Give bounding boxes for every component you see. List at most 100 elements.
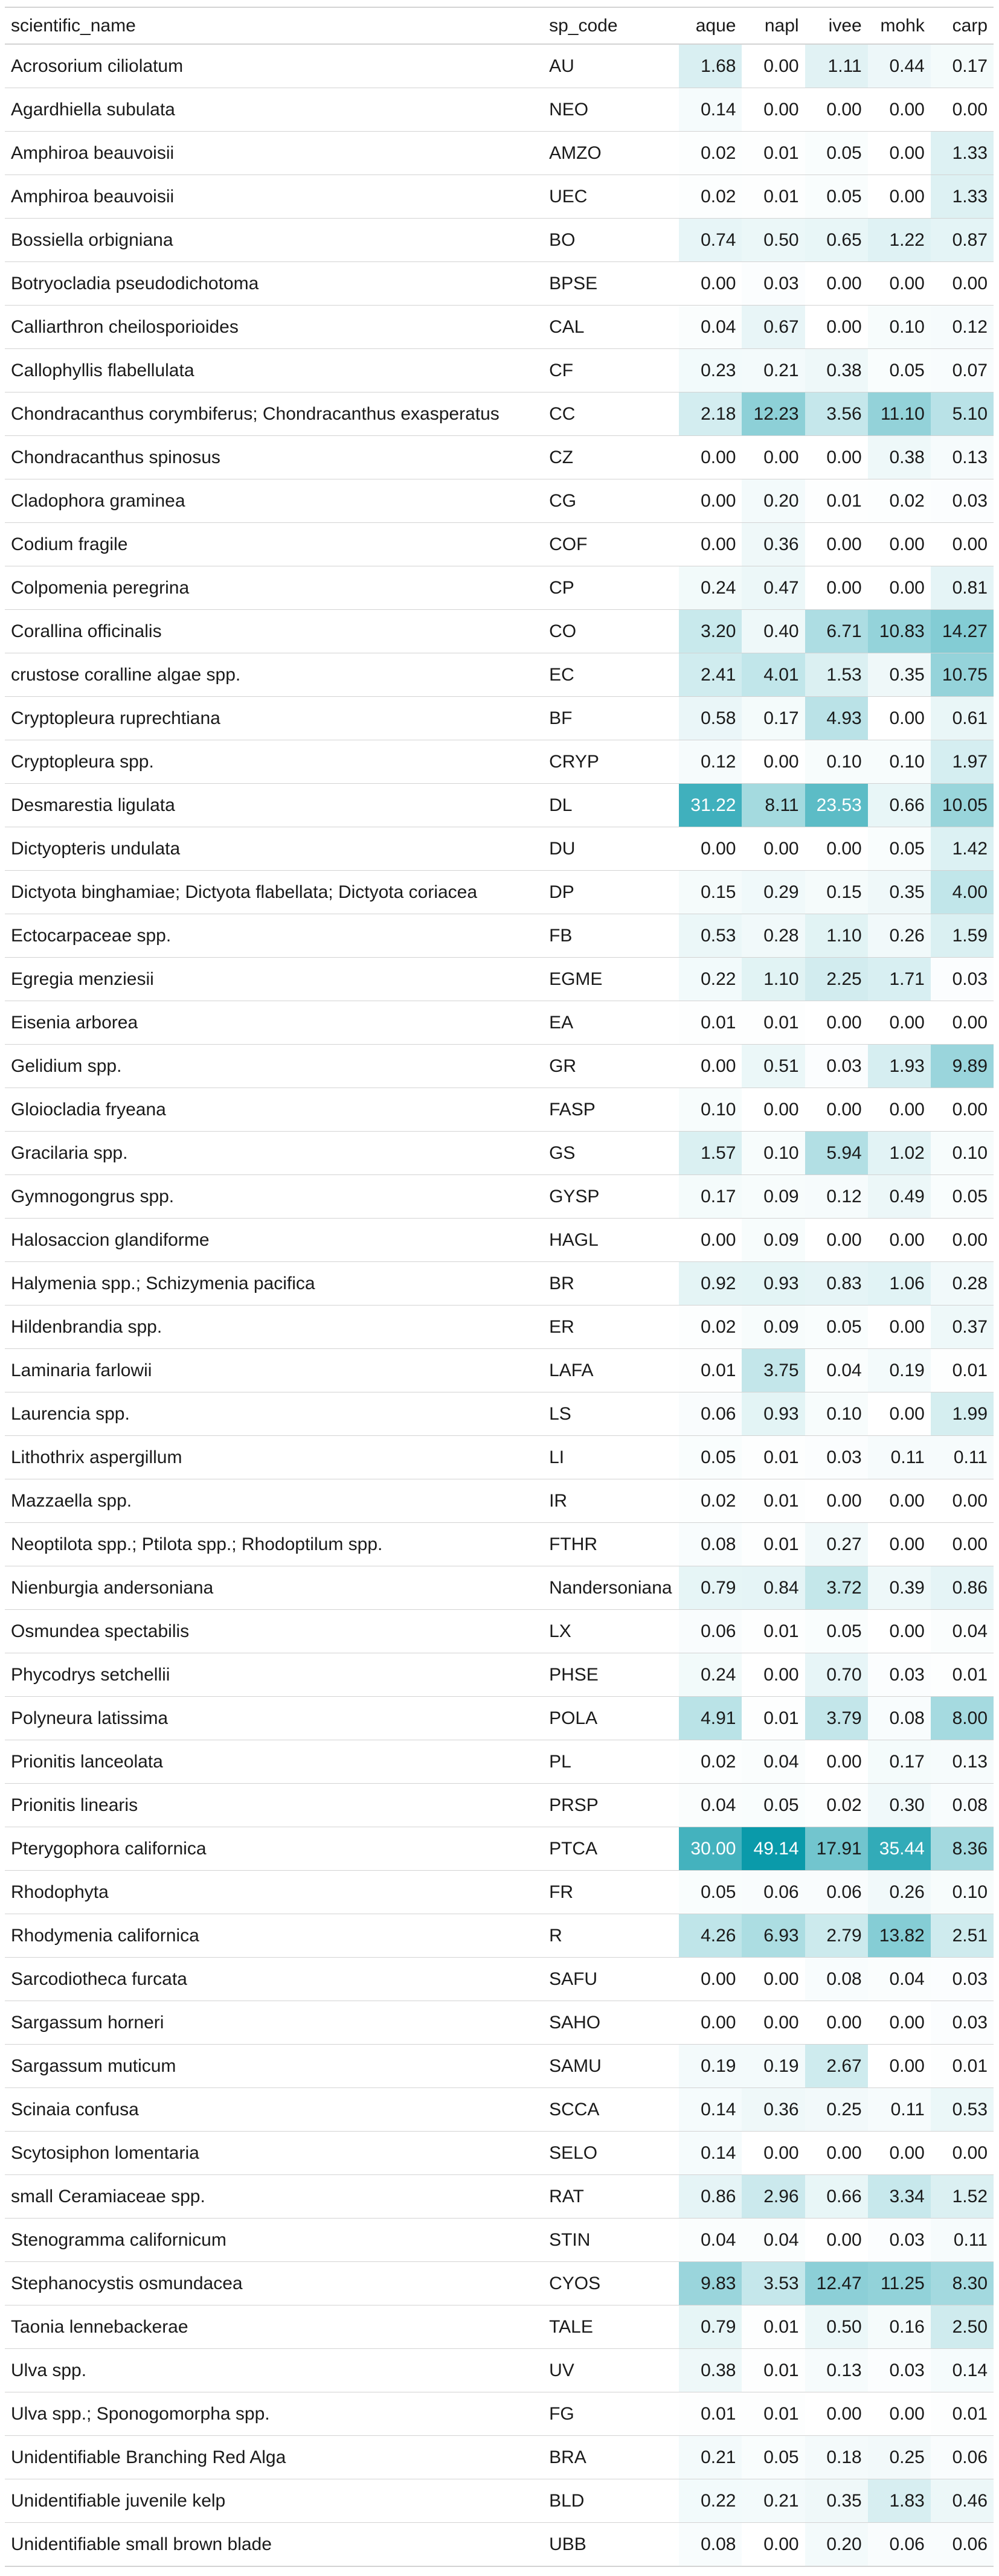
cell-ivee: 0.65 [805,218,868,262]
cell-scientific-name: Gloiocladia fryeana [5,1088,544,1132]
cell-aque: 0.05 [679,1870,742,1914]
cell-napl: 3.53 [742,2261,805,2305]
cell-sp-code: SAFU [543,1957,679,2001]
table-row: Ulva spp. UV 0.38 0.01 0.13 0.03 0.14 [5,2348,994,2392]
cell-scientific-name: Polyneura latissima [5,1696,544,1740]
cell-aque: 0.05 [679,1435,742,1479]
table-row: Scinaia confusa SCCA 0.14 0.36 0.25 0.11 0.53 [5,2087,994,2132]
cell-carp: 0.01 [930,2392,994,2436]
cell-napl: 0.01 [742,1696,805,1740]
cell-sp-code: FASP [543,1088,679,1132]
cell-mohk: 0.05 [867,348,931,392]
column-header-carp[interactable]: carp [930,7,994,45]
table-row: Eisenia arborea EA 0.01 0.01 0.00 0.00 0.00 [5,1001,994,1045]
cell-aque: 0.15 [679,870,742,914]
cell-carp: 0.00 [930,1001,994,1045]
cell-sp-code: LS [543,1392,679,1436]
cell-scientific-name: Cryptopleura spp. [5,740,544,784]
cell-aque: 0.86 [679,2174,742,2219]
cell-ivee: 0.03 [805,1044,868,1088]
cell-ivee: 0.00 [805,2131,868,2175]
table-row: Unidentifiable juvenile kelp BLD 0.22 0.21 0… [5,2479,994,2523]
cell-carp: 1.33 [930,131,994,175]
cell-carp: 5.10 [930,392,994,436]
cell-carp: 10.75 [930,653,994,697]
cell-ivee: 0.00 [805,2001,868,2045]
cell-mohk: 3.34 [867,2174,931,2219]
table-row: Lithothrix aspergillum LI 0.05 0.01 0.03 0.11… [5,1435,994,1479]
cell-sp-code: ER [543,1305,679,1349]
cell-mohk: 0.10 [867,305,931,349]
table-row: Polyneura latissima POLA 4.91 0.01 3.79 0.08 8… [5,1696,994,1740]
table-row: Bossiella orbigniana BO 0.74 0.50 0.65 1.22 0.… [5,218,994,262]
cell-aque: 0.02 [679,1740,742,1784]
cell-napl: 0.19 [742,2044,805,2088]
cell-napl: 0.01 [742,1435,805,1479]
cell-scientific-name: Prionitis lanceolata [5,1740,544,1784]
cell-mohk: 11.25 [867,2261,931,2305]
table-row: Taonia lennebackerae TALE 0.79 0.01 0.50 0.16… [5,2305,994,2349]
cell-ivee: 0.05 [805,131,868,175]
cell-napl: 0.01 [742,1609,805,1653]
cell-napl: 8.11 [742,783,805,827]
cell-aque: 0.02 [679,1479,742,1523]
cell-mohk: 0.00 [867,2392,931,2436]
cell-carp: 0.04 [930,1609,994,1653]
cell-aque: 0.58 [679,696,742,740]
table-row: Gelidium spp. GR 0.00 0.51 0.03 1.93 9.89 [5,1044,994,1088]
cell-carp: 0.08 [930,1783,994,1827]
column-header-mohk[interactable]: mohk [867,7,931,45]
cell-sp-code: FTHR [543,1522,679,1566]
cell-carp: 1.99 [930,1392,994,1436]
cell-sp-code: EA [543,1001,679,1045]
cell-sp-code: CAL [543,305,679,349]
table-row: Codium fragile COF 0.00 0.36 0.00 0.00 0.00 [5,522,994,566]
cell-mohk: 0.08 [867,1696,931,1740]
table-row: Prionitis linearis PRSP 0.04 0.05 0.02 0.30 0.… [5,1783,994,1827]
cell-napl: 0.10 [742,1131,805,1175]
cell-sp-code: BR [543,1261,679,1306]
column-header-sp-code[interactable]: sp_code [543,7,679,45]
cell-aque: 0.14 [679,2087,742,2132]
cell-aque: 0.00 [679,1044,742,1088]
cell-scientific-name: Stenogramma californicum [5,2218,544,2262]
cell-sp-code: STIN [543,2218,679,2262]
cell-carp: 0.81 [930,566,994,610]
cell-mohk: 0.38 [867,435,931,479]
column-header-scientific-name[interactable]: scientific_name [5,7,544,45]
table-row: Phycodrys setchellii PHSE 0.24 0.00 0.70 0.03… [5,1653,994,1697]
cell-ivee: 0.00 [805,1001,868,1045]
cell-sp-code: Nandersoniana [543,1566,679,1610]
cell-sp-code: IR [543,1479,679,1523]
cell-mohk: 0.00 [867,2044,931,2088]
cell-aque: 0.00 [679,261,742,306]
cell-aque: 0.00 [679,2001,742,2045]
cell-mohk: 0.00 [867,522,931,566]
cell-scientific-name: Callophyllis flabellulata [5,348,544,392]
cell-sp-code: COF [543,522,679,566]
cell-aque: 4.91 [679,1696,742,1740]
cell-mohk: 1.71 [867,957,931,1001]
cell-mohk: 0.04 [867,1957,931,2001]
cell-aque: 4.26 [679,1914,742,1958]
cell-mohk: 0.00 [867,1479,931,1523]
cell-napl: 0.00 [742,1957,805,2001]
cell-carp: 0.00 [930,1522,994,1566]
column-header-aque[interactable]: aque [679,7,742,45]
cell-ivee: 0.03 [805,1435,868,1479]
cell-napl: 0.05 [742,1783,805,1827]
cell-ivee: 0.00 [805,2218,868,2262]
cell-mohk: 0.00 [867,1392,931,1436]
cell-aque: 0.74 [679,218,742,262]
cell-carp: 2.51 [930,1914,994,1958]
column-header-napl[interactable]: napl [742,7,805,45]
cell-scientific-name: Ectocarpaceae spp. [5,914,544,958]
cell-mohk: 0.00 [867,1001,931,1045]
column-header-ivee[interactable]: ivee [805,7,868,45]
cell-napl: 0.00 [742,1653,805,1697]
cell-scientific-name: Scytosiphon lomentaria [5,2131,544,2175]
cell-aque: 0.08 [679,1522,742,1566]
cell-ivee: 0.18 [805,2435,868,2479]
cell-napl: 0.36 [742,522,805,566]
cell-scientific-name: Neoptilota spp.; Ptilota spp.; Rhodoptil… [5,1522,544,1566]
